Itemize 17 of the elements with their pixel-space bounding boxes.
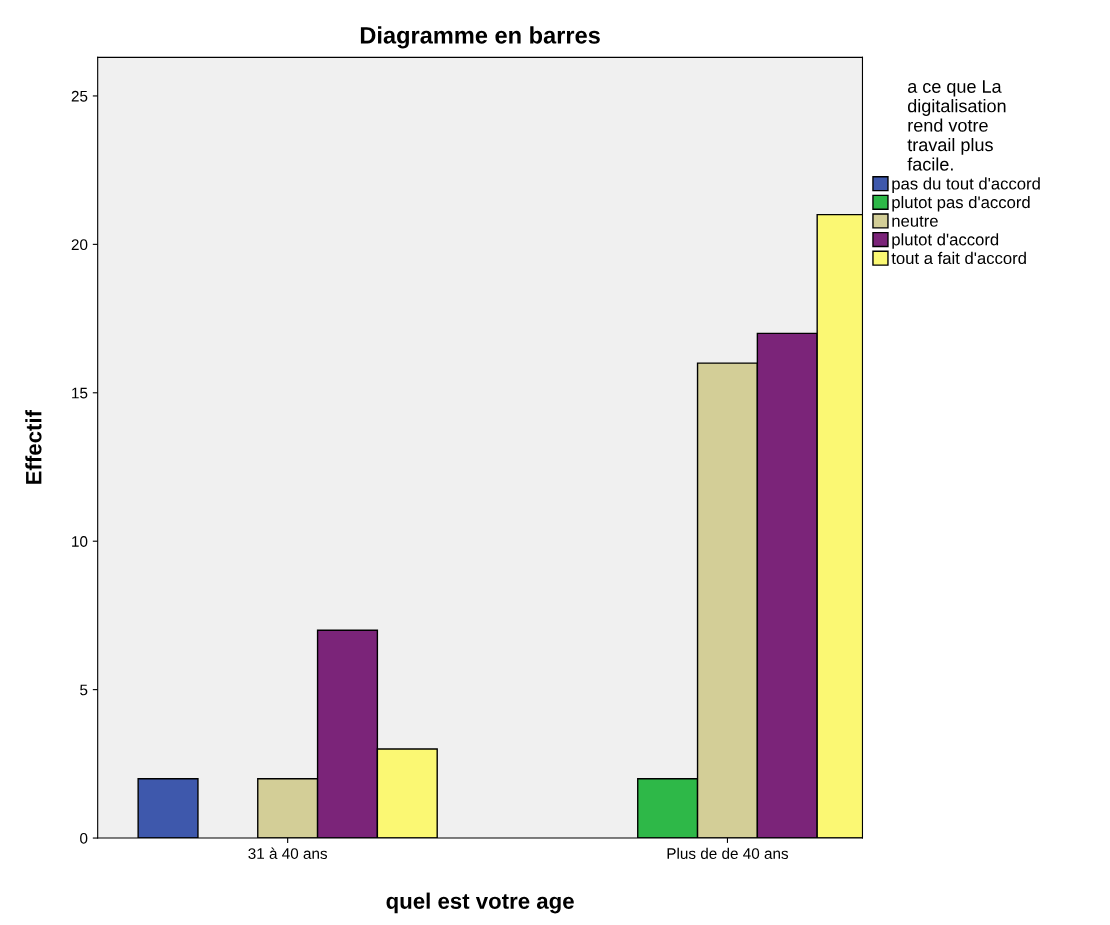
- x-tick-label: 31 à 40 ans: [248, 847, 328, 859]
- y-tick-label: 5: [80, 684, 88, 696]
- y-tick-label: 20: [71, 239, 88, 251]
- legend-label: pas du tout d'accord: [892, 177, 1040, 193]
- legend-label: tout a fait d'accord: [891, 251, 1026, 265]
- legend-label: neutre: [892, 215, 938, 227]
- legend-title: a ce que La digitalisation rend votre travail plus facile.: [907, 80, 1006, 171]
- x-axis-title: quel est votre age: [386, 892, 574, 914]
- chart-title: Diagramme en barres: [360, 26, 600, 49]
- y-tick-label: 15: [72, 387, 88, 399]
- x-tick-label: Plus de de 40 ans: [667, 847, 789, 859]
- y-tick-label: 25: [71, 90, 88, 102]
- legend-label: plutot d'accord: [892, 233, 999, 249]
- y-axis-title: Effectif: [25, 410, 42, 484]
- legend-label: plutot pas d'accord: [892, 195, 1030, 212]
- y-tick-label: 0: [80, 832, 88, 844]
- y-tick-label: 10: [72, 536, 88, 547]
